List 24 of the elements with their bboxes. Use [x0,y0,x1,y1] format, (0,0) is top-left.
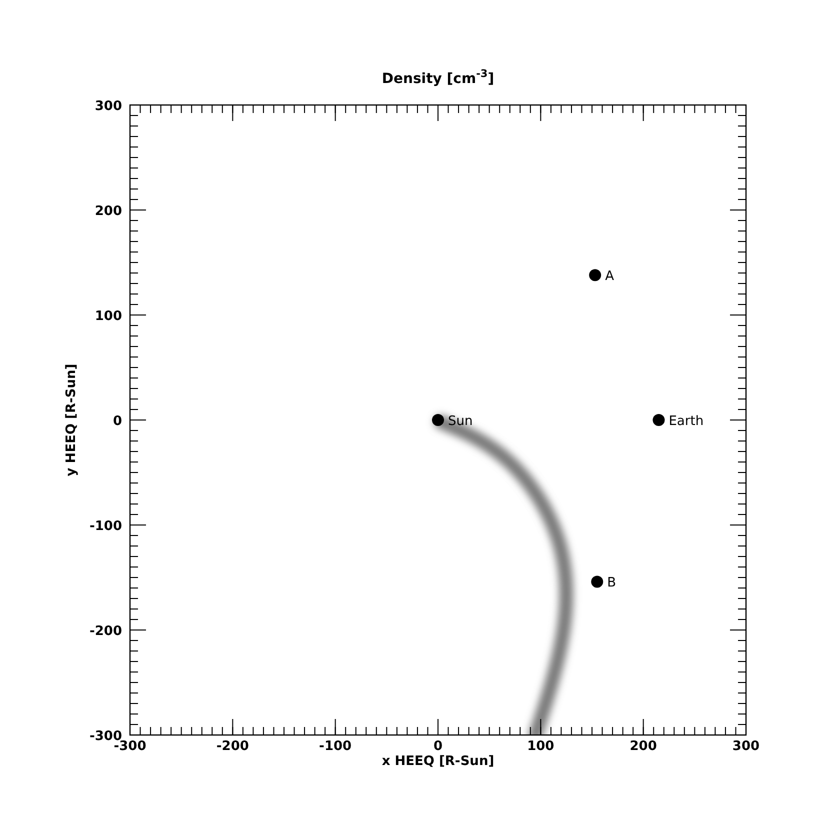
x-tick-label: -100 [319,739,352,754]
x-tick-label: 100 [527,739,554,754]
point [652,414,665,426]
y-tick-label: -100 [89,519,122,534]
y-tick-label: 100 [94,309,122,324]
y-axis-title: y HEEQ [R-Sun] [64,364,79,476]
chart-title: Density [cm$^{-3}$] [382,68,494,87]
y-tick-label: -200 [89,624,122,639]
annotation: Earth [668,414,704,429]
x-tick-label: -200 [216,739,249,754]
x-tick-label: -300 [114,739,146,754]
x-tick-label: 300 [732,739,760,754]
point [591,576,604,588]
y-tick-label: 200 [94,204,122,219]
y-tick-label: 300 [94,99,122,114]
point [589,269,602,282]
annotation: A [605,269,614,284]
x-tick-label: 0 [433,739,443,754]
x-axis-title: x HEEQ [R-Sun] [382,754,494,769]
x-tick-label: 200 [630,739,657,754]
annotation: Sun [448,414,473,429]
point [432,414,444,426]
annotation: B [607,576,616,591]
y-tick-label: 0 [112,414,122,429]
